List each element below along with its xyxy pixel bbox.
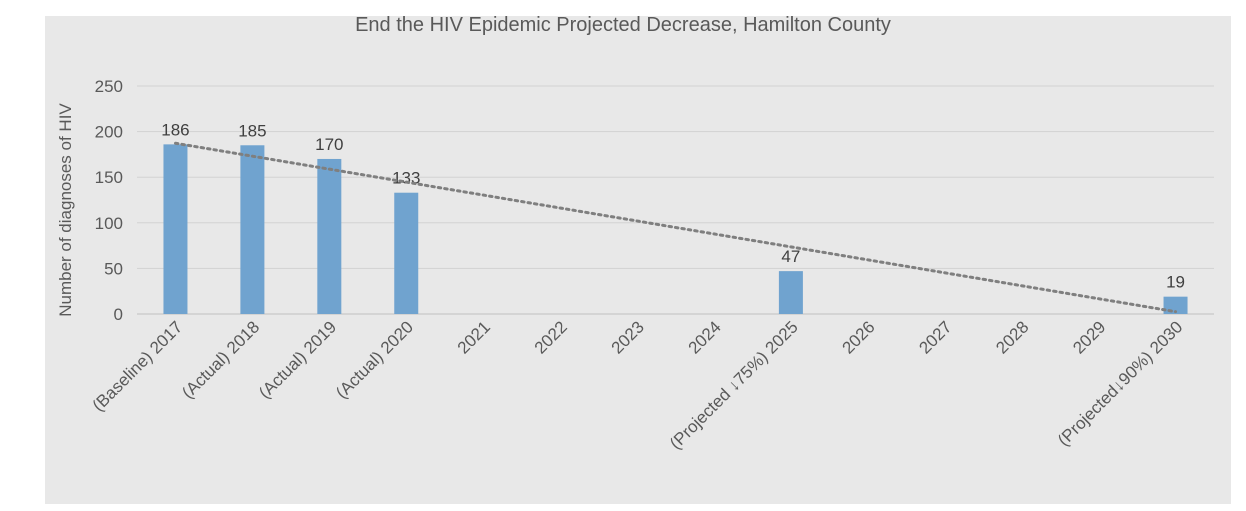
data-label: 185 — [238, 121, 266, 140]
data-label: 47 — [781, 247, 800, 266]
x-tick-label: (Baseline) 2017 — [89, 317, 187, 415]
y-tick-label: 100 — [95, 214, 123, 233]
x-tick-label: (Actual) 2019 — [255, 317, 340, 402]
x-tick-label: 2023 — [608, 317, 648, 357]
bar — [163, 144, 188, 314]
x-tick-label: 2026 — [838, 317, 878, 357]
x-tick-label: 2022 — [531, 317, 571, 357]
bar — [240, 145, 265, 314]
x-tick-label: (Projected ↓75%) 2025 — [666, 317, 802, 453]
chart-title: End the HIV Epidemic Projected Decrease,… — [355, 14, 891, 36]
y-tick-label: 150 — [95, 168, 123, 187]
bar — [317, 158, 342, 314]
bar — [778, 271, 803, 314]
trendline — [173, 141, 1178, 314]
x-tick-label: 2029 — [1069, 317, 1109, 357]
x-tick-label: (Actual) 2018 — [178, 317, 263, 402]
data-label: 186 — [161, 120, 189, 139]
data-label: 133 — [392, 169, 420, 188]
bar — [394, 192, 419, 314]
y-tick-label: 0 — [114, 305, 123, 324]
y-tick-label: 250 — [95, 77, 123, 96]
x-tick-label: (Projected↓90%) 2030 — [1054, 317, 1186, 449]
data-label: 19 — [1166, 273, 1185, 292]
x-tick-label: 2024 — [685, 317, 725, 357]
y-tick-label: 200 — [95, 123, 123, 142]
y-tick-label: 50 — [104, 259, 123, 278]
x-tick-label: (Actual) 2020 — [332, 317, 417, 402]
x-tick-label: 2027 — [915, 317, 955, 357]
x-tick-label: 2021 — [454, 317, 494, 357]
data-label: 170 — [315, 135, 343, 154]
x-tick-label: 2028 — [992, 317, 1032, 357]
